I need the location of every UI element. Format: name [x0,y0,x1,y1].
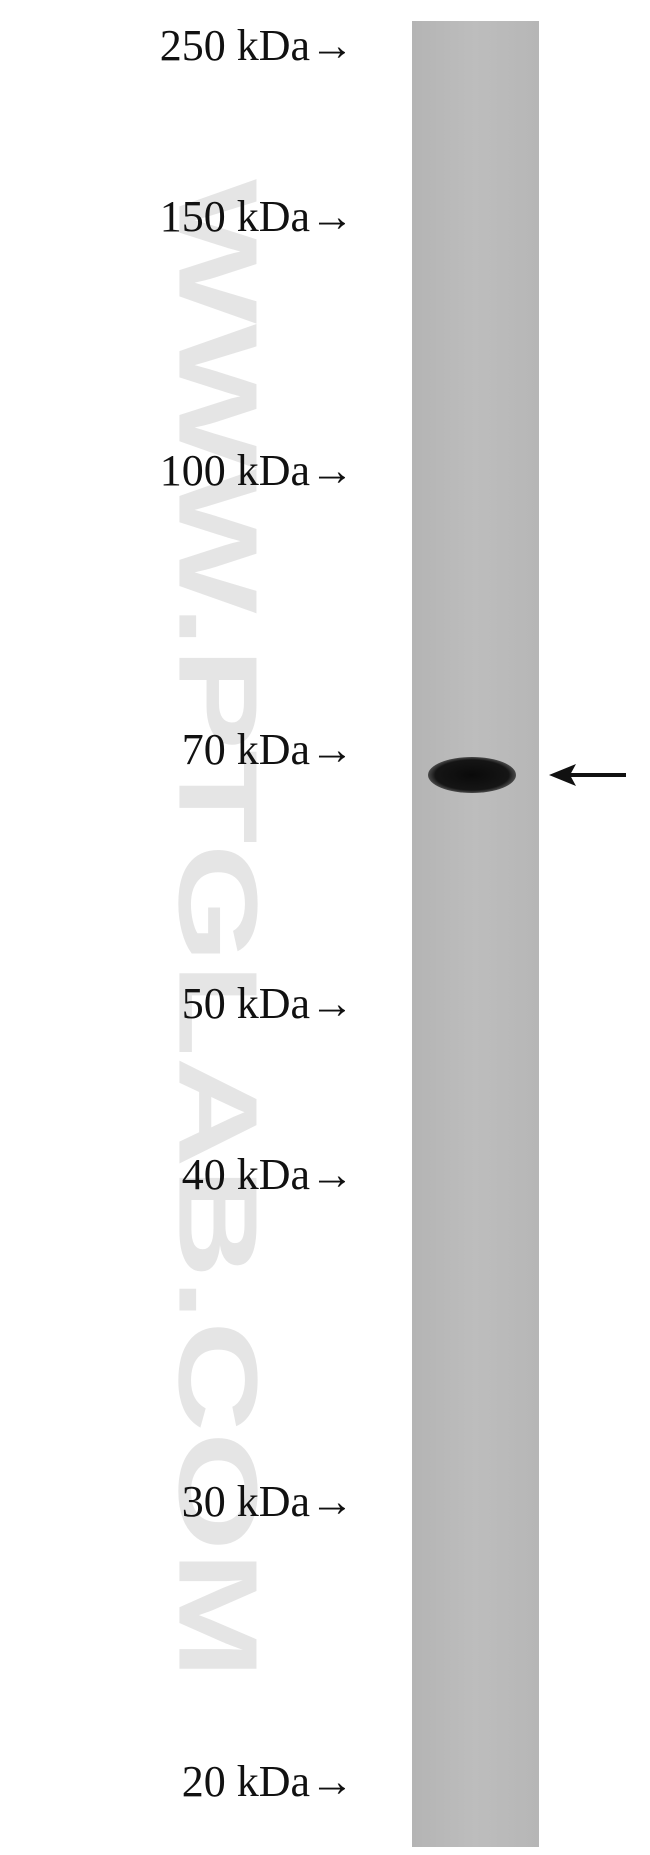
marker-label: 100 kDa→ [160,446,354,495]
marker-label: 20 kDa→ [182,1757,354,1806]
marker-label: 250 kDa→ [160,21,354,70]
blot-lane [412,21,539,1847]
marker-label: 70 kDa→ [182,725,354,774]
band-arrow [549,764,626,786]
marker-labels: 250 kDa→ 150 kDa→ 100 kDa→ 70 kDa→ 50 kDa→ 40… [160,21,354,1806]
marker-label: 150 kDa→ [160,192,354,241]
watermark: WWW.PTGLAB.COM [155,179,280,1679]
marker-label: 30 kDa→ [182,1477,354,1526]
marker-label: 40 kDa→ [182,1150,354,1199]
marker-label: 50 kDa→ [182,979,354,1028]
protein-band [428,757,516,793]
